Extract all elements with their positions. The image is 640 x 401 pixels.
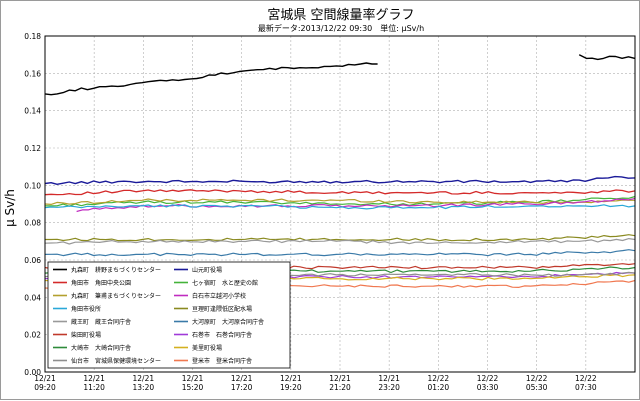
x-tick-label-time: 05:30 <box>526 383 548 392</box>
y-tick-label: 0.02 <box>24 331 41 340</box>
legend-label: 角田市役所 <box>71 305 101 313</box>
y-tick-label: 0.08 <box>24 219 41 228</box>
legend-label: 丸森町 筆甫まちづくりセンター <box>71 292 161 300</box>
x-tick-label-date: 12/22 <box>526 374 548 383</box>
y-tick-label: 0.10 <box>24 181 41 190</box>
legend-label: 石巻市 石巻合同庁舎 <box>192 331 252 339</box>
x-tick-label-date: 12/22 <box>477 374 499 383</box>
x-tick-label-date: 12/21 <box>34 374 56 383</box>
y-tick-label: 0.12 <box>24 144 41 153</box>
x-tick-label-date: 12/22 <box>575 374 597 383</box>
series-line <box>44 238 636 245</box>
y-axis-label: μ Sv/h <box>3 189 17 227</box>
legend-label: 大崎市 大崎合同庁舎 <box>71 344 131 352</box>
x-tick-label-date: 12/21 <box>182 374 204 383</box>
x-tick-label-date: 12/21 <box>133 374 155 383</box>
series-line <box>44 175 636 185</box>
x-tick-label-time: 07:30 <box>575 383 597 392</box>
x-tick-label-time: 15:20 <box>182 383 204 392</box>
series-line <box>44 204 636 210</box>
y-tick-label: 0.16 <box>24 69 41 78</box>
chart-title: 宮城県 空間線量率グラフ <box>267 7 414 23</box>
legend-label: 美里町役場 <box>192 344 222 352</box>
x-tick-label-date: 12/21 <box>231 374 253 383</box>
legend-label: 登米市 登米合同庁舎 <box>192 357 252 365</box>
y-tick-label: 0.18 <box>24 32 41 41</box>
legend-label: 丸森町 耕野まちづくりセンター <box>71 266 161 274</box>
y-tick-label: 0.00 <box>24 368 41 377</box>
series-line <box>44 62 378 96</box>
x-tick-label-date: 12/21 <box>280 374 302 383</box>
y-tick-label: 0.04 <box>24 293 41 302</box>
series-line <box>44 198 635 205</box>
legend-label: 白石市立越河小学校 <box>192 292 246 300</box>
x-tick-label-date: 12/22 <box>428 374 450 383</box>
x-tick-label-date: 12/21 <box>329 374 351 383</box>
legend-label: 大河原町 大河原合同庁舎 <box>192 318 264 326</box>
x-tick-label-time: 17:20 <box>231 383 253 392</box>
legend-label: 蔵王町 蔵王合同庁舎 <box>71 318 131 326</box>
legend-label: 柴田町役場 <box>71 331 101 339</box>
plot-border <box>44 35 636 373</box>
x-tick-label-time: 19:20 <box>280 383 302 392</box>
series-line <box>44 189 636 196</box>
x-tick-label-time: 09:20 <box>34 383 56 392</box>
legend-label: 亘理町逢隈低区配水場 <box>192 305 252 313</box>
x-tick-label-date: 12/21 <box>83 374 105 383</box>
chart-subtitle: 最新データ:2013/12/22 09:30 単位: μSv/h <box>258 23 424 33</box>
x-tick-label-date: 12/21 <box>378 374 400 383</box>
x-tick-label-time: 01:20 <box>428 383 450 392</box>
x-tick-label-time: 21:20 <box>329 383 351 392</box>
series-line <box>44 249 636 257</box>
x-tick-label-time: 13:20 <box>133 383 155 392</box>
x-tick-label-time: 23:20 <box>378 383 400 392</box>
legend-label: 仙台市 宮城県保健環境センター <box>71 357 161 365</box>
series-line <box>45 234 636 242</box>
legend-box <box>47 261 291 369</box>
axis-layer: 0.18 0.16 0.14 0.12 0.10 0.08 0.06 0.04 0.02 0.00… <box>24 32 597 392</box>
x-tick-label-time: 03:30 <box>477 383 499 392</box>
y-tick-label: 0.06 <box>24 256 41 265</box>
x-tick-label-time: 11:20 <box>83 383 105 392</box>
legend-label: 角田市 角田中央公園 <box>71 279 131 287</box>
y-tick-label: 0.14 <box>24 107 41 116</box>
legend-label: 山元町役場 <box>192 266 222 274</box>
series-line <box>578 54 636 61</box>
legend-label: 七ヶ宿町 水と歴史の館 <box>192 279 258 287</box>
